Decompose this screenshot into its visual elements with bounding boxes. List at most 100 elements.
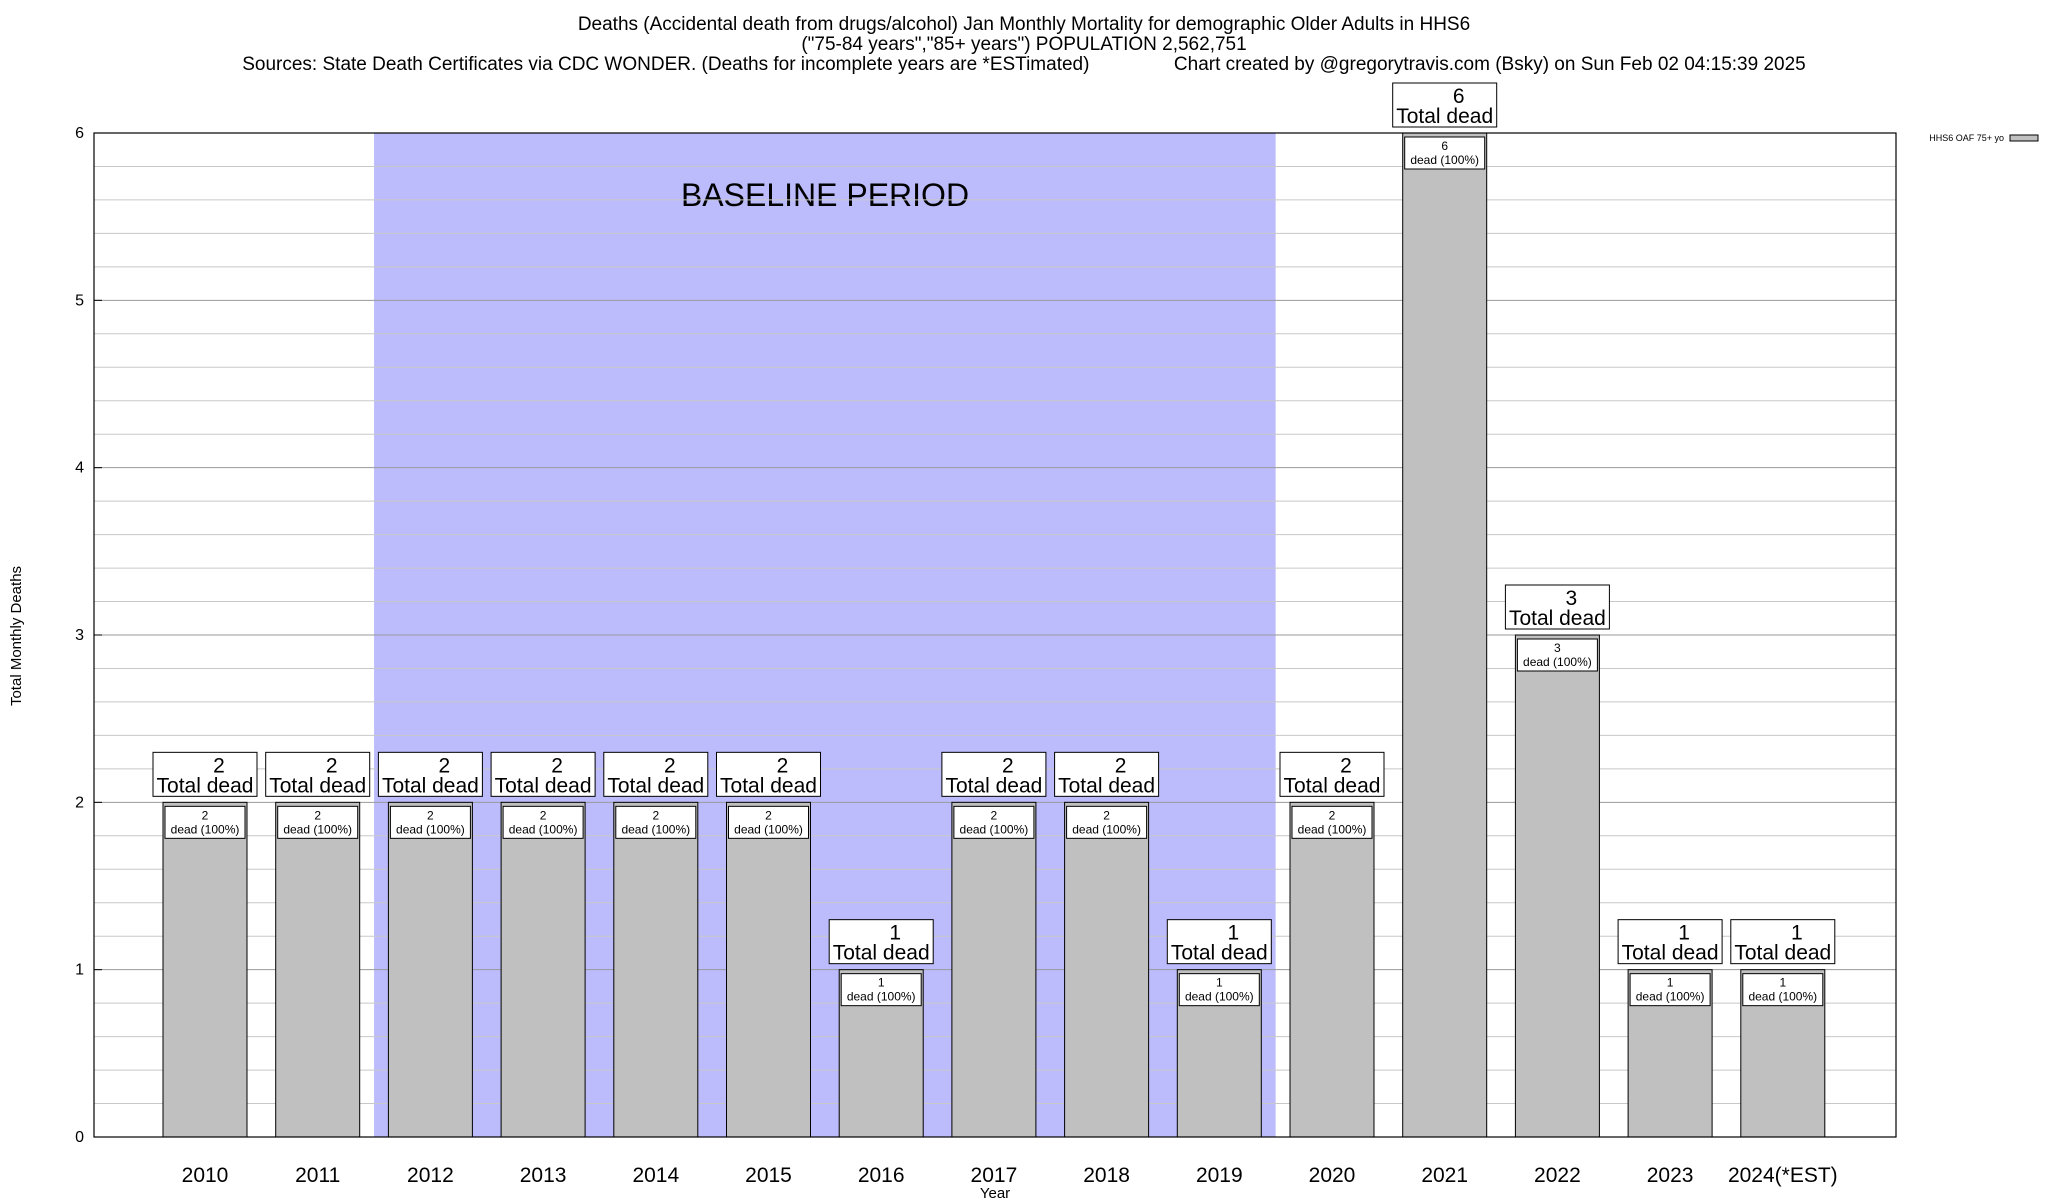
- x-tick-label: 2016: [858, 1164, 905, 1187]
- bar-total-text-label: Total dead: [157, 774, 254, 797]
- bar-total-text-label: Total dead: [382, 774, 479, 797]
- bar-total-value-label: 2: [326, 754, 338, 777]
- bar-total-label-box: [152, 751, 258, 797]
- bar-inner-percent-label: dead (100%): [1748, 990, 1817, 1004]
- bar-total-value-label: 1: [889, 922, 901, 945]
- x-tick-label: 2023: [1647, 1164, 1694, 1187]
- x-tick-label: 2012: [407, 1164, 454, 1187]
- bar-inner-percent-label: dead (100%): [1410, 153, 1479, 167]
- bar-inner-percent-label: dead (100%): [1523, 655, 1592, 669]
- bar-inner-label-box: [502, 805, 584, 839]
- bar-inner-percent-label: dead (100%): [960, 822, 1029, 836]
- bar-total-label-box: [377, 751, 483, 797]
- bar-inner-percent-label: dead (100%): [1185, 990, 1254, 1004]
- x-tick-label: 2015: [745, 1164, 792, 1187]
- legend-layer: HHS6 OAF 75+ yo: [1929, 133, 2039, 143]
- bar-inner-percent-label: dead (100%): [1072, 822, 1141, 836]
- bar-total-value-label: 1: [1791, 922, 1803, 945]
- bar-inner-percent-label: dead (100%): [509, 822, 578, 836]
- chart-subtitle: ("75-84 years","85+ years") POPULATION 2…: [801, 34, 1247, 55]
- bar-total-text-label: Total dead: [720, 774, 817, 797]
- bar-inner-percent-label: dead (100%): [1298, 822, 1367, 836]
- bar-total-label-box: [941, 751, 1047, 797]
- x-tick-label: 2022: [1534, 1164, 1581, 1187]
- bar-total-value-label: 2: [213, 754, 225, 777]
- bar-inner-value-label: 2: [540, 808, 547, 822]
- bar-inner-percent-label: dead (100%): [396, 822, 465, 836]
- bar-inner-value-label: 2: [314, 808, 321, 822]
- x-tick-label: 2018: [1083, 1164, 1130, 1187]
- chart-sources-line: Sources: State Death Certificates via CD…: [0, 54, 2048, 76]
- bar-total-text-label: Total dead: [1396, 105, 1493, 128]
- y-axis-label: Total Monthly Deaths: [8, 566, 25, 706]
- bar-total-value-label: 2: [1002, 754, 1014, 777]
- axis-layer: 0 1 2 3 4 5 6 2010 2011 2012 2013 2014 2015 2016 2017 2…: [8, 125, 1897, 1200]
- bar-total-value-label: 2: [439, 754, 451, 777]
- bar-total-label-box: [603, 751, 709, 797]
- x-tick-label: 2013: [520, 1164, 567, 1187]
- bar-total-text-label: Total dead: [495, 774, 592, 797]
- bar-inner-label-box: [1066, 805, 1148, 839]
- bar-inner-label-box: [1629, 973, 1711, 1007]
- bar-total-text-label: Total dead: [1622, 942, 1719, 965]
- chart-title: Deaths (Accidental death from drugs/alco…: [577, 14, 1471, 35]
- x-tick-label: 2020: [1309, 1164, 1356, 1187]
- y-tick-label: 3: [75, 627, 84, 644]
- bar-inner-value-label: 3: [1554, 641, 1561, 655]
- bar-total-label-box: [265, 751, 371, 797]
- bar-inner-value-label: 1: [1667, 976, 1674, 990]
- bar-inner-value-label: 2: [765, 808, 772, 822]
- bar-inner-label-box: [1742, 973, 1824, 1007]
- bar-total-text-label: Total dead: [833, 942, 930, 965]
- y-tick-label: 5: [75, 292, 84, 309]
- bar-inner-label-box: [953, 805, 1035, 839]
- legend-entry-label: HHS6 OAF 75+ yo: [1929, 133, 2004, 143]
- bar-inner-value-label: 1: [1216, 976, 1223, 990]
- bar-inner-percent-label: dead (100%): [734, 822, 803, 836]
- x-tick-label: 2021: [1421, 1164, 1468, 1187]
- bar-total-label-box: [1617, 919, 1723, 965]
- bar-inner-value-label: 2: [1329, 808, 1336, 822]
- bar-total-label-box: [1730, 919, 1836, 965]
- bar-inner-label-box: [728, 805, 809, 839]
- bar-total-label-box: [1279, 751, 1385, 797]
- bar-inner-label-box: [840, 973, 922, 1007]
- bar-inner-value-label: 1: [878, 976, 885, 990]
- bar: [951, 801, 1037, 1138]
- bar-inner-label-box: [1291, 805, 1373, 839]
- bar-inner-label-box: [389, 805, 471, 839]
- bar: [726, 801, 811, 1138]
- bar-total-value-label: 2: [664, 754, 676, 777]
- bar-total-text-label: Total dead: [1509, 607, 1606, 630]
- bar: [613, 801, 699, 1138]
- credit-text: Chart created by @gregorytravis.com (Bsk…: [1173, 54, 1806, 75]
- bar-inner-value-label: 2: [202, 808, 209, 822]
- bar: [1402, 132, 1488, 1138]
- bar-total-value-label: 2: [1340, 754, 1352, 777]
- x-tick-label: 2024(*EST): [1728, 1164, 1838, 1187]
- bar-inner-label-box: [1404, 136, 1486, 170]
- bar-inner-label-box: [164, 805, 246, 839]
- bar-total-value-label: 2: [1115, 754, 1127, 777]
- bar-total-label-box: [1054, 751, 1160, 797]
- bar: [162, 801, 248, 1138]
- bar-inner-value-label: 2: [991, 808, 998, 822]
- x-tick-label: 2019: [1196, 1164, 1243, 1187]
- y-tick-label: 2: [75, 794, 84, 811]
- bar-inner-value-label: 6: [1441, 139, 1448, 153]
- bar: [1064, 801, 1150, 1138]
- bar: [387, 801, 473, 1138]
- bar-total-text-label: Total dead: [1284, 774, 1381, 797]
- bar-total-text-label: Total dead: [1734, 942, 1831, 965]
- bar-total-label-box: [1504, 584, 1610, 630]
- bar-total-value-label: 1: [1678, 922, 1690, 945]
- x-tick-label: 2011: [295, 1164, 340, 1187]
- bar-total-text-label: Total dead: [1058, 774, 1155, 797]
- x-axis-label: Year: [980, 1185, 1010, 1200]
- bar-inner-percent-label: dead (100%): [283, 822, 352, 836]
- y-tick-label: 6: [75, 125, 84, 142]
- bar-total-value-label: 1: [1227, 922, 1239, 945]
- bar-inner-percent-label: dead (100%): [1636, 990, 1705, 1004]
- sources-text: Sources: State Death Certificates via CD…: [242, 54, 1090, 75]
